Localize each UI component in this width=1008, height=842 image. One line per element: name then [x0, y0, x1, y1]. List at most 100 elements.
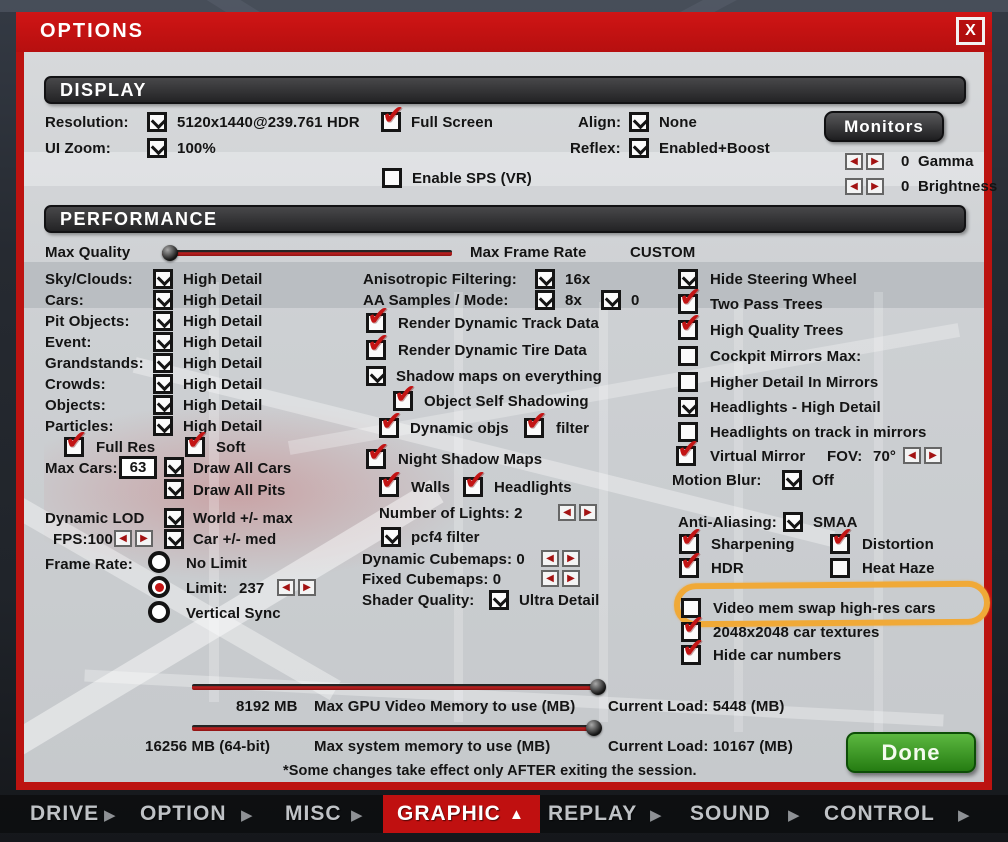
fixed-cubemaps-decrease-button[interactable]: ◀	[541, 570, 559, 587]
night-shadow-checkbox[interactable]: ✔	[366, 437, 390, 469]
max-quality-slider-track[interactable]	[162, 250, 452, 256]
crowds-value: High Detail	[183, 376, 263, 393]
dynamic-objs-checkbox[interactable]: ✔	[379, 406, 403, 438]
tab-drive[interactable]: DRIVE	[30, 802, 100, 825]
grandstands-value: High Detail	[183, 355, 263, 372]
done-button[interactable]: Done	[846, 732, 976, 773]
aa-samples-dropdown[interactable]	[535, 290, 555, 310]
filter-checkbox[interactable]: ✔	[524, 406, 548, 438]
dyn-cubemaps-increase-button[interactable]: ▶	[562, 550, 580, 567]
shadow-maps-dropdown[interactable]	[366, 366, 386, 386]
max-quality-label: Max Quality	[45, 244, 131, 261]
gamma-increase-button[interactable]: ▶	[866, 153, 884, 170]
hide-numbers-checkbox[interactable]: ✔	[681, 633, 705, 665]
gpu-memory-slider-track[interactable]	[192, 684, 598, 690]
antialiasing-value: SMAA	[813, 514, 858, 531]
ui-zoom-label: UI Zoom:	[45, 140, 111, 157]
pit-objects-dropdown[interactable]	[153, 311, 173, 331]
object-self-shadow-checkbox[interactable]: ✔	[393, 379, 417, 411]
render-track-checkbox[interactable]: ✔	[366, 301, 390, 333]
dyn-cubemaps-label: Dynamic Cubemaps: 0	[362, 551, 525, 568]
motion-blur-dropdown[interactable]	[782, 470, 802, 490]
draw-all-cars-dropdown[interactable]	[164, 457, 184, 477]
world-lod-dropdown[interactable]	[164, 508, 184, 528]
draw-all-pits-dropdown[interactable]	[164, 479, 184, 499]
tab-sound[interactable]: SOUND	[690, 802, 771, 825]
reflex-dropdown[interactable]	[629, 138, 649, 158]
event-dropdown[interactable]	[153, 332, 173, 352]
headlights-checkbox[interactable]: ✔	[463, 465, 487, 497]
num-lights-increase-button[interactable]: ▶	[579, 504, 597, 521]
tab-control[interactable]: CONTROL	[824, 802, 935, 825]
crowds-dropdown[interactable]	[153, 374, 173, 394]
fps-decrease-button[interactable]: ◀	[114, 530, 132, 547]
gpu-memory-slider-knob[interactable]	[590, 679, 606, 695]
tab-option[interactable]: OPTION	[140, 802, 227, 825]
align-label: Align:	[578, 114, 622, 131]
brightness-increase-button[interactable]: ▶	[866, 178, 884, 195]
fov-decrease-button[interactable]: ◀	[903, 447, 921, 464]
brightness-decrease-button[interactable]: ◀	[845, 178, 863, 195]
render-tire-checkbox[interactable]: ✔	[366, 328, 390, 360]
tab-replay[interactable]: REPLAY	[548, 802, 638, 825]
align-dropdown[interactable]	[629, 112, 649, 132]
object-self-shadow-label: Object Self Shadowing	[424, 393, 589, 410]
fps-increase-button[interactable]: ▶	[135, 530, 153, 547]
grandstands-dropdown[interactable]	[153, 353, 173, 373]
tab-graphic[interactable]: GRAPHIC	[397, 802, 501, 825]
resolution-dropdown[interactable]	[147, 112, 167, 132]
custom-label: CUSTOM	[630, 244, 696, 261]
aniso-dropdown[interactable]	[535, 269, 555, 289]
hdr-checkbox[interactable]: ✔	[679, 546, 703, 578]
system-memory-slider-track[interactable]	[192, 725, 598, 731]
sky-clouds-dropdown[interactable]	[153, 269, 173, 289]
close-button[interactable]: X	[956, 17, 985, 45]
two-pass-trees-checkbox[interactable]: ✔	[678, 282, 702, 314]
aa-mode-dropdown[interactable]	[601, 290, 621, 310]
dyn-cubemaps-decrease-button[interactable]: ◀	[541, 550, 559, 567]
enable-sps-checkbox[interactable]	[382, 168, 402, 188]
fixed-cubemaps-increase-button[interactable]: ▶	[562, 570, 580, 587]
higher-mirrors-checkbox[interactable]	[678, 372, 698, 392]
system-memory-slider-knob[interactable]	[586, 720, 602, 736]
antialiasing-dropdown[interactable]	[783, 512, 803, 532]
virtual-mirror-checkbox[interactable]: ✔	[676, 434, 700, 466]
video-mem-swap-checkbox[interactable]	[681, 598, 701, 618]
limit-radio[interactable]	[148, 576, 170, 598]
gamma-decrease-button[interactable]: ◀	[845, 153, 863, 170]
headlights-mirrors-checkbox[interactable]	[678, 422, 698, 442]
headlights-high-dropdown[interactable]	[678, 397, 698, 417]
heat-haze-checkbox[interactable]	[830, 558, 850, 578]
shader-quality-dropdown[interactable]	[489, 590, 509, 610]
arrow-left-icon: ◀	[546, 572, 554, 584]
num-lights-decrease-button[interactable]: ◀	[558, 504, 576, 521]
event-value: High Detail	[183, 334, 263, 351]
car-lod-dropdown[interactable]	[164, 529, 184, 549]
soft-checkbox[interactable]: ✔	[185, 425, 209, 457]
dialog-title: OPTIONS	[40, 20, 145, 42]
limit-decrease-button[interactable]: ◀	[277, 579, 295, 596]
particles-dropdown[interactable]	[153, 416, 173, 436]
full-screen-checkbox[interactable]: ✔	[381, 100, 405, 132]
ui-zoom-dropdown[interactable]	[147, 138, 167, 158]
cars-dropdown[interactable]	[153, 290, 173, 310]
walls-checkbox[interactable]: ✔	[379, 465, 403, 497]
objects-dropdown[interactable]	[153, 395, 173, 415]
tab-arrow-icon: ▶	[650, 807, 662, 824]
hq-trees-checkbox[interactable]: ✔	[678, 308, 702, 340]
distortion-checkbox[interactable]: ✔	[830, 522, 854, 554]
sharpening-checkbox[interactable]: ✔	[679, 522, 703, 554]
no-limit-radio[interactable]	[148, 551, 170, 573]
car-textures-checkbox[interactable]: ✔	[681, 610, 705, 642]
max-quality-slider-knob[interactable]	[162, 245, 178, 261]
hide-wheel-dropdown[interactable]	[678, 269, 698, 289]
cockpit-mirrors-checkbox[interactable]	[678, 346, 698, 366]
monitors-button[interactable]: Monitors	[824, 111, 944, 142]
tab-misc[interactable]: MISC	[285, 802, 342, 825]
vertical-sync-radio[interactable]	[148, 601, 170, 623]
pcf4-dropdown[interactable]	[381, 527, 401, 547]
full-res-checkbox[interactable]: ✔	[64, 425, 88, 457]
limit-increase-button[interactable]: ▶	[298, 579, 316, 596]
fov-increase-button[interactable]: ▶	[924, 447, 942, 464]
max-cars-input[interactable]: 63	[119, 456, 157, 479]
